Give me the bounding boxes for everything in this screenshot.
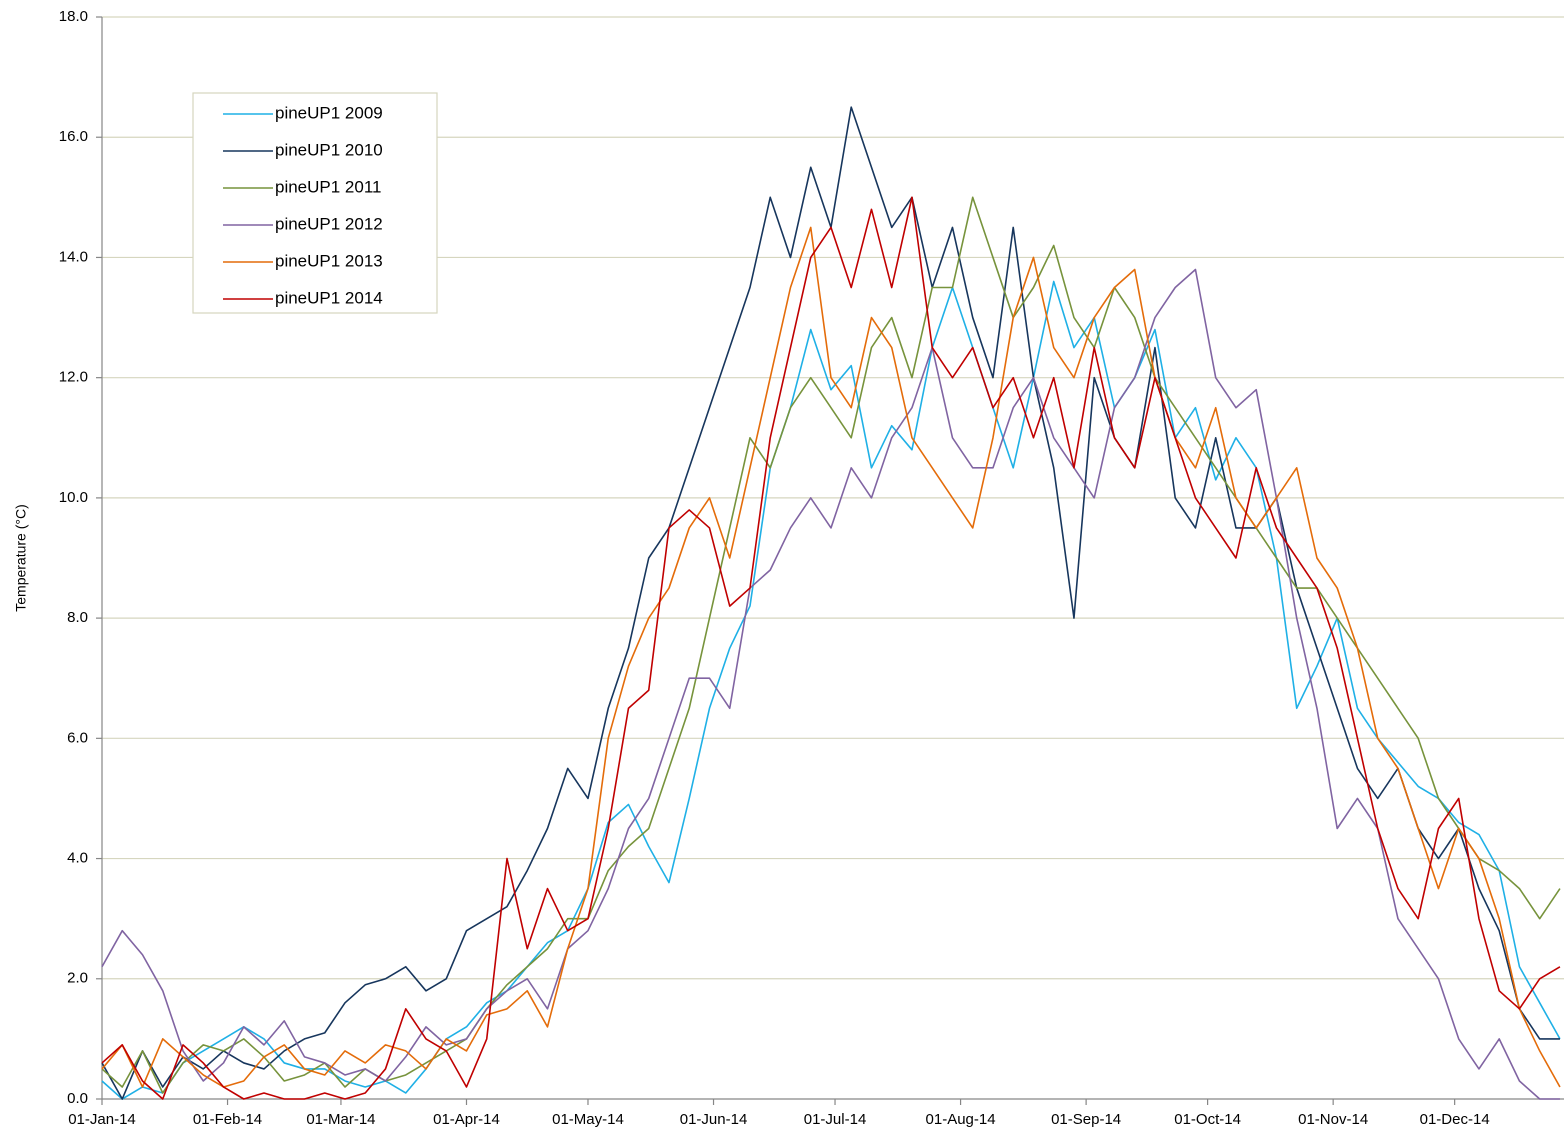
legend-label: pineUP1 2014 — [275, 288, 383, 307]
x-tick-label: 01-Mar-14 — [306, 1111, 375, 1128]
legend: pineUP1 2009 pineUP1 2010 pineUP1 2011 pine… — [192, 92, 438, 314]
y-tick-label: 18.0 — [59, 8, 88, 25]
x-tick-label: 01-Apr-14 — [433, 1111, 500, 1128]
x-tick-label: 01-Dec-14 — [1420, 1111, 1490, 1128]
series-line — [101, 196, 1561, 1100]
x-tick-label: 01-Aug-14 — [926, 1111, 996, 1128]
y-tick-label: 14.0 — [59, 248, 88, 265]
y-tick-label: 0.0 — [67, 1090, 88, 1107]
series-line — [101, 196, 1561, 1094]
y-tick-label: 10.0 — [59, 489, 88, 506]
series-line — [101, 280, 1561, 1100]
x-tick-label: 01-Oct-14 — [1174, 1111, 1241, 1128]
x-tick-label: 01-Feb-14 — [193, 1111, 262, 1128]
x-tick-label: 01-Jul-14 — [804, 1111, 867, 1128]
legend-label: pineUP1 2013 — [275, 251, 383, 270]
legend-label: pineUP1 2009 — [275, 103, 383, 122]
legend-label: pineUP1 2011 — [275, 177, 382, 196]
x-tick-label: 01-May-14 — [552, 1111, 624, 1128]
y-tick-label: 12.0 — [59, 369, 88, 386]
y-tick-label: 6.0 — [67, 729, 88, 746]
y-tick-label: 4.0 — [67, 850, 88, 867]
y-tick-label: 16.0 — [59, 128, 88, 145]
legend-label: pineUP1 2012 — [275, 214, 383, 233]
series-line — [101, 226, 1561, 1088]
y-tick-label: 2.0 — [67, 970, 88, 987]
y-tick-label: 8.0 — [67, 609, 88, 626]
y-axis-title: Temperature (°C) — [13, 504, 29, 612]
x-tick-label: 01-Sep-14 — [1051, 1111, 1121, 1128]
x-tick-label: 01-Jun-14 — [680, 1111, 748, 1128]
legend-label: pineUP1 2010 — [275, 140, 383, 159]
series-line — [101, 268, 1560, 1100]
x-tick-label: 01-Nov-14 — [1298, 1111, 1368, 1128]
x-tick-label: 01-Jan-14 — [68, 1111, 136, 1128]
legend-box — [192, 92, 438, 314]
